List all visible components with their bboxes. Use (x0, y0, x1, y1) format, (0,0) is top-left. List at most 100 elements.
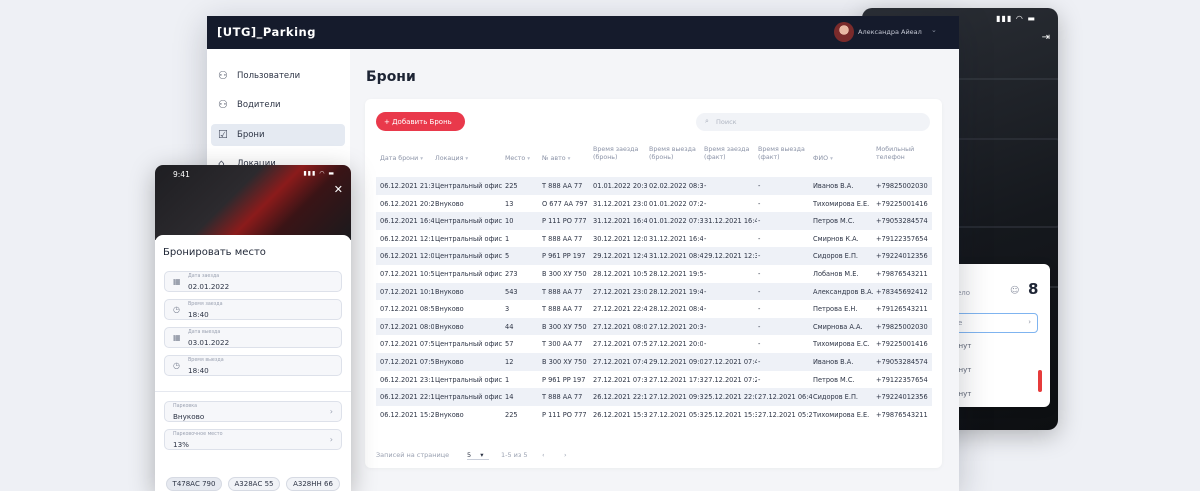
column-header[interactable]: Локация ▾ (435, 155, 469, 162)
table-cell: 57 (505, 340, 514, 349)
table-cell: - (758, 217, 761, 226)
checkin-date-field[interactable]: ▦ Дата заезда 02.01.2022 (164, 271, 342, 292)
page-title: Брони (366, 69, 416, 85)
car-plate-chip[interactable]: А328НН 66 (286, 477, 340, 491)
user-avatar[interactable] (834, 22, 854, 42)
checkout-time-field[interactable]: ◷ Время выезда 18:40 (164, 355, 342, 376)
chevron-down-icon: ▾ (480, 451, 484, 459)
column-header[interactable]: ФИО ▾ (813, 155, 833, 162)
table-row[interactable]: 06.12.2021 21:34 Центральный офис 225 Т 888… (376, 177, 932, 195)
chevron-right-icon: › (1028, 318, 1031, 326)
clock-icon: ◷ (173, 305, 180, 314)
column-header[interactable]: Время заезда (бронь) (593, 146, 639, 162)
sidebar-item-users[interactable]: ⚇ Пользователи (211, 65, 345, 87)
sidebar-item-locations[interactable]: ⌂ Локации (211, 153, 345, 175)
accent-button-edge[interactable] (1038, 370, 1042, 392)
car-plate-chip[interactable]: Т478АС 790 (166, 477, 222, 491)
main-content: Брони + Добавить Бронь ⌕ Дата брони▾ Лок… (350, 49, 959, 491)
table-cell: 31.12.2021 16:40 (593, 217, 647, 226)
table-row[interactable]: 07.12.2021 08:57 Внуково 3 Т 888 АА 77 27.12… (376, 300, 932, 318)
parking-place-select[interactable]: Парковочное место 13% › (164, 429, 342, 450)
table-cell: +79876543211 (876, 410, 928, 419)
chevron-right-icon: › (329, 407, 333, 416)
table-cell: Центральный офис (435, 375, 503, 384)
table-cell: - (758, 234, 761, 243)
sidebar-item-bookings[interactable]: ☑ Брони (211, 124, 345, 146)
table-cell: Тихомирова Е.Е. (813, 410, 870, 419)
column-header[interactable]: Мобильный телефон (876, 146, 915, 162)
table-row[interactable]: 07.12.2021 08:08 Внуково 44 В 300 ХУ 750 27.… (376, 317, 932, 336)
user-icon: ⚇ (218, 69, 228, 82)
table-cell: 07.12.2021 10:12 (380, 287, 434, 296)
close-icon[interactable]: ✕ (333, 183, 343, 196)
user-name[interactable]: Александра Айеал (858, 28, 922, 36)
table-cell: Тихомирова Е.Е. (813, 199, 870, 208)
app-brand[interactable]: [UTG]_Parking (217, 25, 316, 39)
table-cell: Центральный офис (435, 234, 503, 243)
checkout-date-field[interactable]: ▦ Дата выезда 03.01.2022 (164, 327, 342, 348)
status-time: 9:41 (173, 170, 190, 179)
table-cell: +79122357654 (876, 375, 928, 384)
column-header[interactable]: Место ▾ (505, 155, 531, 162)
table-cell: - (758, 322, 761, 331)
table-cell: - (704, 322, 707, 331)
table-cell: 26.12.2021 15:30 (593, 410, 647, 419)
count-badge: 8 (1028, 280, 1039, 298)
table-row[interactable]: 06.12.2021 12:11 Центральный офис 1 Т 888 А… (376, 230, 932, 248)
table-cell: Внуково (435, 410, 464, 419)
duration-option[interactable]: инут (954, 390, 972, 398)
sidebar-item-label: Пользователи (237, 71, 301, 81)
column-header[interactable]: Время заезда (факт) (704, 146, 750, 162)
table-row[interactable]: 07.12.2021 07:51 Внуково 12 В 300 ХУ 750 27.… (376, 352, 932, 371)
duration-option[interactable]: инут (954, 366, 972, 374)
table-cell: 14 (505, 393, 514, 402)
search-input[interactable] (716, 116, 916, 128)
table-cell: 06.12.2021 12:11 (380, 234, 434, 243)
table-cell: 01.01.2022 20:30 (593, 182, 647, 190)
search-box[interactable]: ⌕ (696, 113, 930, 131)
logout-icon[interactable]: ⇥ (1041, 32, 1050, 43)
field-label: Время выезда (188, 358, 224, 363)
column-header[interactable]: Время выезда (факт) (758, 146, 805, 162)
table-cell: Иванов В.А. (813, 182, 854, 190)
chevron-down-icon[interactable]: ⌄ (931, 26, 937, 34)
table-row[interactable]: 06.12.2021 12:09 Центральный офис 5 Р 961 Р… (376, 247, 932, 265)
table-cell: Центральный офис (435, 217, 503, 226)
sidebar-item-drivers[interactable]: ⚇ Водители (211, 94, 345, 116)
table-row[interactable]: 06.12.2021 15:27 Внуково 225 Р 111 РО 777 26… (376, 406, 932, 424)
table-row[interactable]: 07.12.2021 10:52 Центральный офис 273 В 300… (376, 265, 932, 283)
column-header[interactable]: Дата брони ▾ (380, 155, 424, 162)
table-cell: Центральный офис (435, 182, 503, 190)
table-cell: Лобанов М.Е. (813, 269, 859, 278)
table-row[interactable]: 07.12.2021 10:12 Внуково 543 Т 888 АА 77 27.… (376, 282, 932, 301)
table-cell: Сидоров Е.П. (813, 252, 859, 261)
prev-page-icon[interactable]: ‹ (542, 451, 545, 459)
table-cell: 29.12.2021 12:40 (593, 252, 647, 261)
column-header[interactable]: Время выезда (бронь) (649, 146, 696, 162)
table-row[interactable]: 06.12.2021 16:45 Центральный офис 10 Р 111 … (376, 212, 932, 230)
calendar-icon: ▦ (173, 333, 181, 342)
table-cell: 225 (505, 182, 518, 190)
field-label: Дата выезда (188, 330, 221, 335)
column-header[interactable]: № авто ▾ (542, 155, 571, 162)
table-cell: +79225001416 (876, 340, 928, 349)
duration-select[interactable]: е › (954, 313, 1038, 333)
parking-select[interactable]: Парковка Внуково › (164, 401, 342, 422)
table-row[interactable]: 06.12.2021 20:28 Внуково 13 О 677 АА 797 31.… (376, 195, 932, 213)
table-cell: Р 111 РО 777 (542, 217, 587, 226)
add-booking-button[interactable]: + Добавить Бронь (376, 112, 465, 131)
duration-option[interactable]: инут (954, 342, 972, 350)
next-page-icon[interactable]: › (564, 451, 567, 459)
table-row[interactable]: 06.12.2021 23:12 Центральный офис 1 Р 961 Р… (376, 371, 932, 389)
table-cell: 06.12.2021 23:12 (380, 375, 434, 384)
table-row[interactable]: 06.12.2021 22:14 Центральный офис 14 Т 888 … (376, 388, 932, 406)
table-cell: 31.12.2021 16:40 (649, 234, 703, 243)
table-row[interactable]: 07.12.2021 07:52 Центральный офис 57 Т 300 … (376, 335, 932, 353)
table-cell: 273 (505, 269, 518, 278)
location-icon: ⌂ (218, 157, 225, 170)
checkin-time-field[interactable]: ◷ Время заезда 18:40 (164, 299, 342, 320)
page-size-select[interactable]: 5 ▾ (467, 451, 489, 460)
car-plate-chip[interactable]: А328АС 55 (228, 477, 280, 491)
table-cell: 25.12.2021 15:38 (704, 410, 757, 419)
table-cell: 06.12.2021 12:09 (380, 252, 434, 261)
